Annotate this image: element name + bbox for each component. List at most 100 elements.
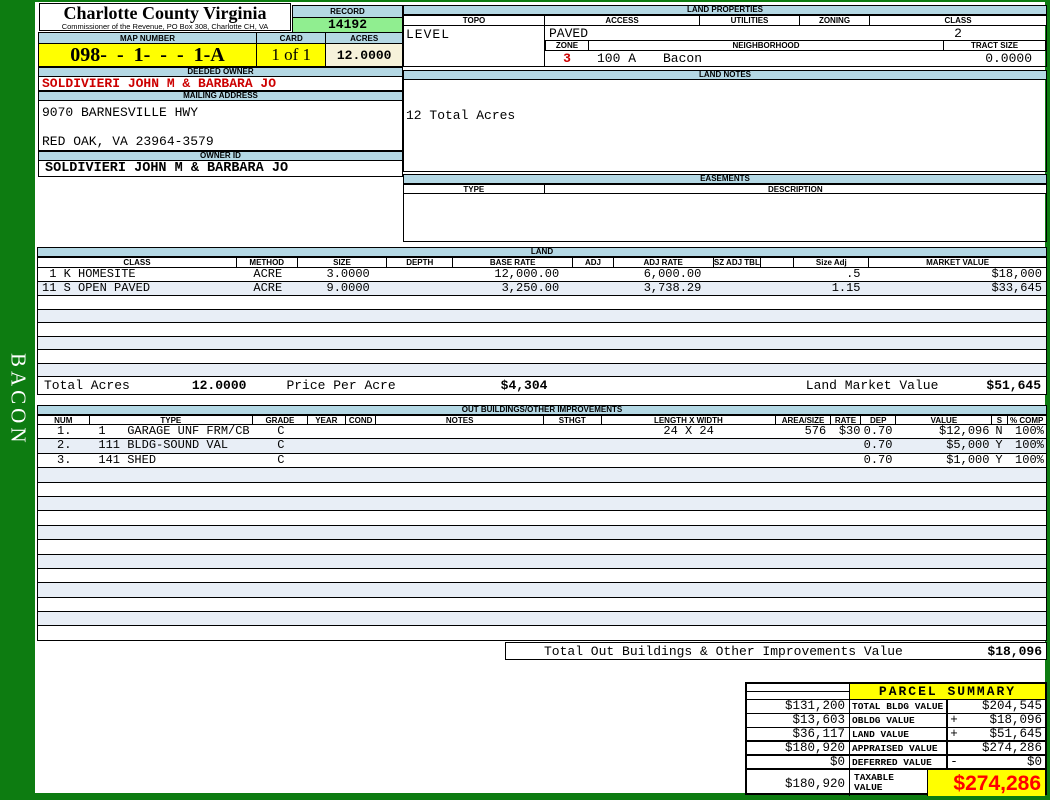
ps-operator: + [946, 714, 960, 727]
land-sz-adj-tbl [713, 268, 760, 281]
neighborhood-code: 100 A [597, 51, 637, 66]
ob-length-width: 24 X 24 [663, 425, 714, 438]
parcel-summary-row: $36,117 LAND VALUE + $51,645 [747, 728, 1045, 742]
land-properties-values: LEVEL PAVED 2 ZONE NEIGHBORHOOD TRACT SI… [403, 26, 1047, 67]
land-sz-adj-tbl [713, 282, 760, 295]
outbuilding-row: 1. 1 GARAGE UNF FRM/CB C 24 X 24 576 $30… [37, 425, 1047, 440]
ps-value: $51,645 [989, 727, 1042, 741]
land-properties-header-row: TOPO ACCESS UTILITIES ZONING CLASS [403, 15, 1047, 26]
ob-year [308, 439, 346, 452]
land-base-rate: 3,250.00 [501, 282, 560, 295]
land-h-base-rate: BASE RATE [453, 257, 574, 268]
ob-sthgt [544, 425, 601, 438]
ob-h-length-width: LENGTH X WIDTH [601, 415, 777, 425]
ps-operator: + [946, 728, 960, 741]
ob-notes [377, 439, 544, 452]
empty-row [37, 496, 1047, 512]
address-line-2: RED OAK, VA 23964-3579 [42, 134, 214, 149]
easements-empty-box [403, 194, 1047, 242]
land-blank [761, 282, 794, 295]
zone-value-row: 3 100 A Bacon 0.0000 [545, 51, 1046, 67]
county-header-area: Charlotte County Virginia Commissioner o… [38, 2, 403, 33]
ob-rate: $30 [838, 425, 861, 438]
ob-h-value: VALUE [896, 415, 993, 425]
land-h-adj: ADJ [573, 257, 614, 268]
land-h-blank [761, 257, 795, 268]
land-base-rate: 12,000.00 [494, 268, 560, 281]
land-properties-bar: LAND PROPERTIES [403, 5, 1047, 15]
outbuildings-total-value: $18,096 [987, 643, 1042, 659]
empty-row [37, 597, 1047, 613]
outbuildings-total-row: Total Out Buildings & Other Improvements… [505, 642, 1047, 660]
land-h-method: METHOD [236, 257, 298, 268]
record-card: Charlotte County Virginia Commissioner o… [35, 2, 1047, 796]
land-adj-rate: 6,000.00 [643, 268, 702, 281]
map-number-value: 098- - 1- - - 1-A [38, 44, 257, 67]
ps-value: $0 [1026, 755, 1042, 769]
neighborhood-label: NEIGHBORHOOD [589, 40, 944, 51]
price-per-acre-label: Price Per Acre [286, 378, 396, 393]
ob-value: $1,000 [946, 453, 990, 467]
map-value-row: 098- - 1- - - 1-A 1 of 1 12.0000 [38, 44, 403, 67]
empty-row [37, 540, 1047, 555]
parcel-summary-title: PARCEL SUMMARY [850, 684, 1045, 699]
land-blank [761, 268, 794, 281]
land-note: 12 Total Acres [406, 108, 516, 123]
ob-grade: C [277, 439, 285, 453]
outbuildings-bar: OUT BUILDINGS/OTHER IMPROVEMENTS [37, 405, 1047, 415]
land-h-adj-rate: ADJ RATE [613, 257, 714, 268]
ob-h-cond: COND [346, 415, 377, 425]
land-h-size: SIZE [297, 257, 388, 268]
land-adj-rate: 3,738.29 [643, 282, 702, 295]
card-label: CARD [257, 32, 327, 44]
ob-type: 141 SHED [98, 453, 157, 467]
taxable-value-label: TAXABLE VALUE [850, 770, 928, 796]
ob-length-width [601, 439, 775, 452]
outbuildings-header: NUM TYPE GRADE YEAR COND NOTES STHGT LEN… [37, 415, 1047, 425]
land-h-depth: DEPTH [387, 257, 454, 268]
land-properties-block: LAND PROPERTIES TOPO ACCESS UTILITIES ZO… [403, 2, 1047, 242]
land-properties-value-row: PAVED 2 [545, 26, 1046, 41]
easements-header-row: TYPE DESCRIPTION [403, 184, 1047, 194]
parcel-summary-header: PARCEL SUMMARY [747, 684, 1045, 700]
parcel-summary-row: $0 DEFERRED VALUE - $0 [747, 756, 1045, 770]
ps-operator [946, 700, 960, 713]
ob-area-size [776, 454, 830, 467]
ps-operator: - [946, 756, 960, 769]
ob-value: $12,096 [939, 425, 990, 438]
ob-comp: 100% [1015, 439, 1044, 453]
ob-notes [377, 425, 544, 438]
ps-prior-value: $180,920 [747, 742, 850, 755]
land-adj [573, 282, 613, 295]
land-size: 9.0000 [326, 282, 370, 295]
ob-h-year: YEAR [307, 415, 347, 425]
owner-block: Charlotte County Virginia Commissioner o… [38, 2, 403, 177]
owner-id-bar: OWNER ID [38, 151, 403, 161]
empty-row [37, 612, 1047, 627]
ps-prior-value: $0 [747, 756, 850, 769]
ob-type: 111 BLDG-SOUND VAL [98, 439, 229, 453]
land-method: ACRE [253, 268, 283, 281]
ob-cond [346, 439, 376, 452]
taxable-label-line1: TAXABLE [854, 772, 894, 783]
address-line-1: 9070 BARNESVILLE HWY [42, 105, 199, 120]
access-value: PAVED [549, 26, 589, 41]
acres-value: 12.0000 [326, 44, 403, 67]
county-subtitle: Commissioner of the Revenue, PO Box 308,… [61, 22, 269, 31]
ps-value: $18,096 [989, 713, 1042, 727]
zone-value: 3 [563, 51, 571, 66]
outbuilding-row: 3. 141 SHED C 0.70 $1,000 Y 100% [37, 453, 1047, 469]
parcel-summary: PARCEL SUMMARY $131,200 TOTAL BLDG VALUE… [745, 682, 1047, 796]
ps-label: APPRAISED VALUE [852, 743, 938, 754]
empty-row [37, 554, 1047, 569]
empty-row [37, 482, 1047, 497]
empty-row [37, 626, 1047, 641]
ob-s: Y [995, 439, 1003, 453]
empty-row [37, 583, 1047, 598]
empty-row [37, 336, 1047, 350]
ps-operator [946, 742, 960, 754]
deeded-owner-name: SOLDIVIERI JOHN M & BARBARA JO [38, 77, 403, 91]
ob-area-size [776, 439, 830, 452]
price-per-acre-value: $4,304 [500, 378, 548, 393]
land-size-adj: 1.15 [831, 282, 861, 295]
